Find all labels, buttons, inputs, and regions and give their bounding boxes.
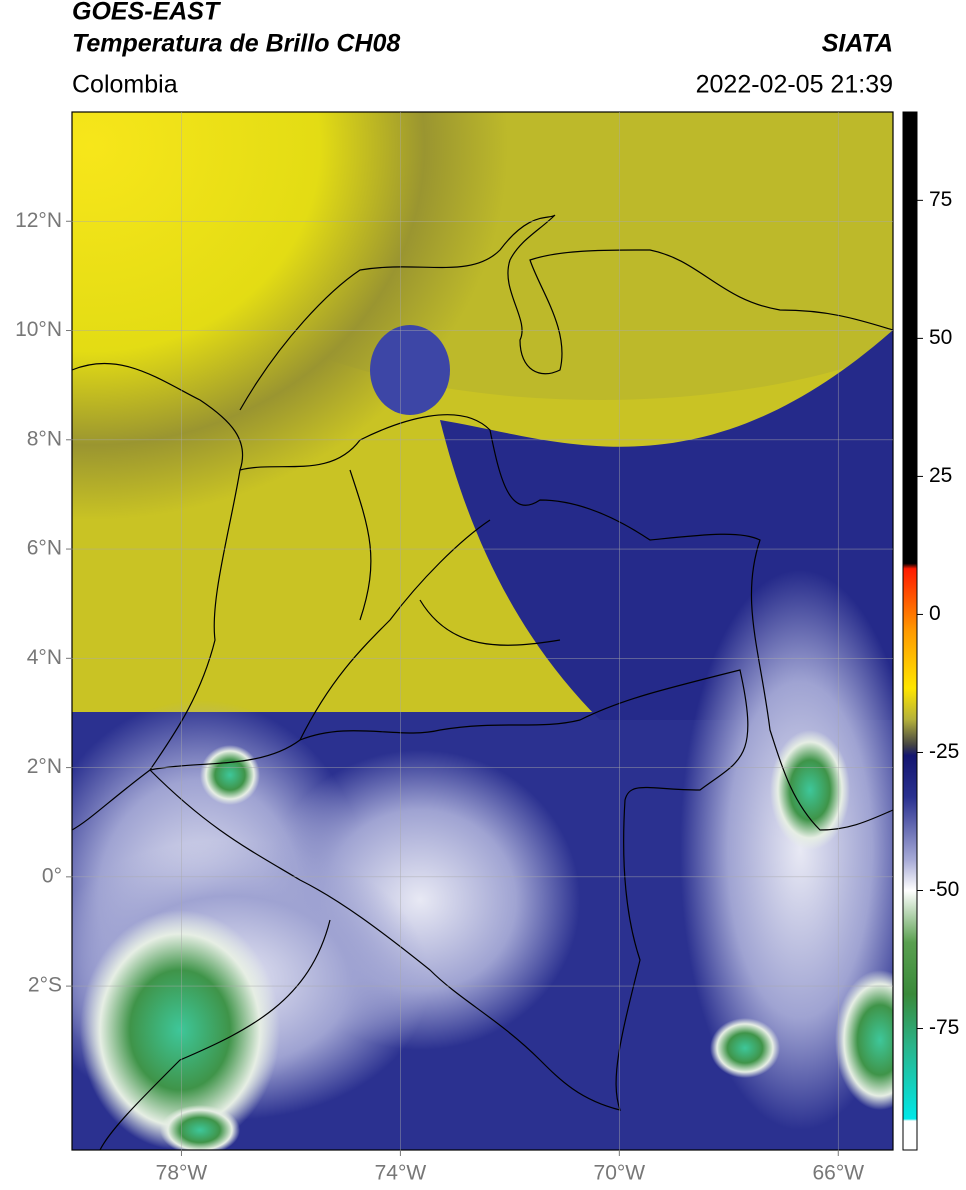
x-tick-label: 74°W <box>375 1162 427 1185</box>
y-tick-label: 8°N <box>27 427 62 450</box>
source-label: SIATA <box>822 30 893 58</box>
map-frame <box>71 111 894 1151</box>
region-label: Colombia <box>72 71 178 99</box>
y-tick-label: 12°N <box>15 209 62 232</box>
y-tick-label: 2°N <box>27 755 62 778</box>
datetime-label: 2022-02-05 21:39 <box>696 71 893 99</box>
x-tick-label: 78°W <box>156 1162 208 1185</box>
colorbar <box>902 111 918 1151</box>
satellite-image <box>72 112 893 1150</box>
y-tick-label: 10°N <box>15 318 62 341</box>
y-tick-label: 6°N <box>27 537 62 560</box>
product-title: Temperatura de Brillo CH08 <box>72 30 400 58</box>
y-tick-label: 2°S <box>28 974 62 997</box>
colorbar-tick-label: 0 <box>929 602 941 625</box>
colorbar-tick-label: -50 <box>929 878 959 901</box>
y-tick-label: 0° <box>42 864 62 887</box>
x-tick-label: 66°W <box>812 1162 864 1185</box>
x-tick-label: 70°W <box>594 1162 646 1185</box>
colorbar-tick-label: 75 <box>929 188 952 211</box>
satellite-label: GOES-EAST <box>72 0 222 26</box>
colorbar-tick-label: -75 <box>929 1016 959 1039</box>
y-tick-label: 4°N <box>27 646 62 669</box>
colorbar-tick-label: 25 <box>929 464 952 487</box>
colorbar-tick-label: -25 <box>929 740 959 763</box>
colorbar-tick-label: 50 <box>929 326 952 349</box>
